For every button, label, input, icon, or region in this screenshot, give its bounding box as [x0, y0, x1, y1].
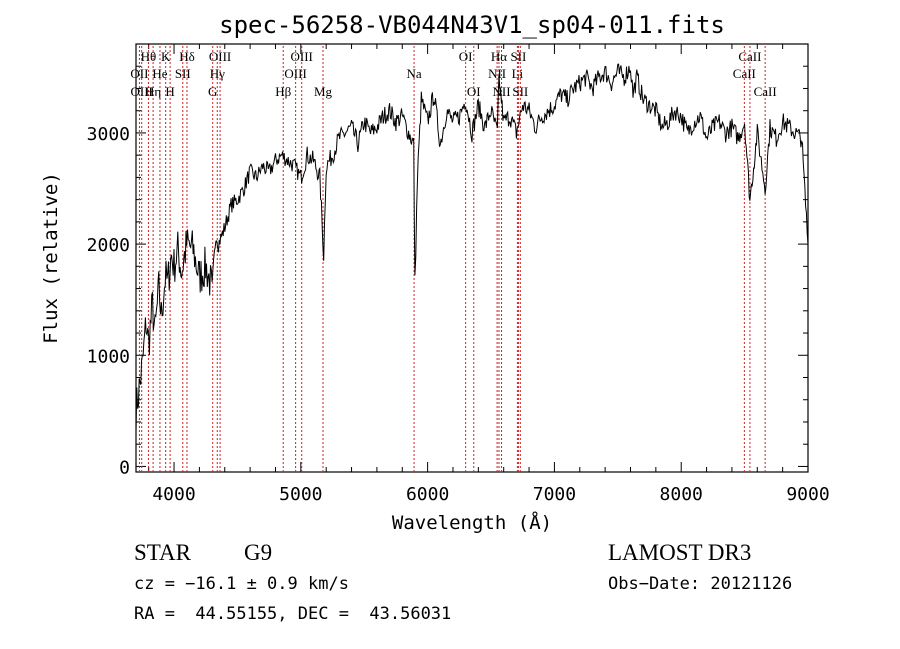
ra-dec-coordinates: RA = 44.55155, DEC = 43.56031 — [134, 604, 451, 624]
line-label: SII — [175, 66, 191, 81]
line-label: Hβ — [275, 84, 291, 99]
line-label: Hδ — [179, 49, 195, 64]
x-tick-label: 9000 — [786, 484, 829, 505]
line-label: K — [161, 49, 171, 64]
line-label: CaII — [754, 84, 777, 99]
line-label: OI — [459, 49, 473, 64]
object-class: STAR — [134, 540, 192, 565]
emission-line-markers — [138, 46, 766, 472]
y-tick-label: 0 — [119, 457, 130, 478]
flux-series-line — [135, 63, 809, 433]
line-label: Hη — [145, 84, 161, 99]
x-tick-label: 8000 — [660, 484, 703, 505]
line-label: H — [165, 84, 174, 99]
line-label: NII — [493, 84, 511, 99]
line-label: OII — [130, 66, 148, 81]
line-label: Hθ — [141, 49, 157, 64]
object-subclass: G9 — [244, 540, 272, 565]
y-tick-label: 3000 — [87, 124, 130, 145]
y-tick-label: 1000 — [87, 346, 130, 367]
chart-title: spec-56258-VB044N43V1_sp04-011.fits — [219, 11, 725, 39]
line-label: G — [208, 84, 217, 99]
x-tick-label: 6000 — [406, 484, 449, 505]
line-label: Li — [512, 66, 524, 81]
y-axis-label: Flux (relative) — [40, 172, 62, 344]
line-label: Mg — [314, 84, 333, 99]
line-label: CaII — [733, 66, 756, 81]
line-label: OIII — [284, 66, 306, 81]
y-tick-label: 2000 — [87, 235, 130, 256]
x-tick-label: 5000 — [279, 484, 322, 505]
line-label: Hα — [491, 49, 507, 64]
x-tick-label: 7000 — [533, 484, 576, 505]
line-label: He — [152, 66, 167, 81]
line-label: OIII — [291, 49, 313, 64]
line-label: Na — [406, 66, 421, 81]
plot-frame — [135, 43, 809, 473]
line-label: CaII — [738, 49, 761, 64]
line-label: OIII — [131, 84, 153, 99]
line-label: Hγ — [210, 66, 225, 81]
x-axis-label: Wavelength (Å) — [392, 511, 552, 534]
line-label: NII — [488, 66, 506, 81]
redshift-velocity: cz = −16.1 ± 0.9 km/s — [134, 574, 349, 594]
observation-date: Obs−Date: 20121126 — [608, 574, 792, 594]
survey-name: LAMOST DR3 — [608, 540, 751, 565]
x-tick-label: 4000 — [152, 484, 195, 505]
line-label: OI — [467, 84, 481, 99]
line-label: SII — [510, 49, 526, 64]
line-label: OIII — [209, 49, 231, 64]
line-label: SII — [512, 84, 528, 99]
